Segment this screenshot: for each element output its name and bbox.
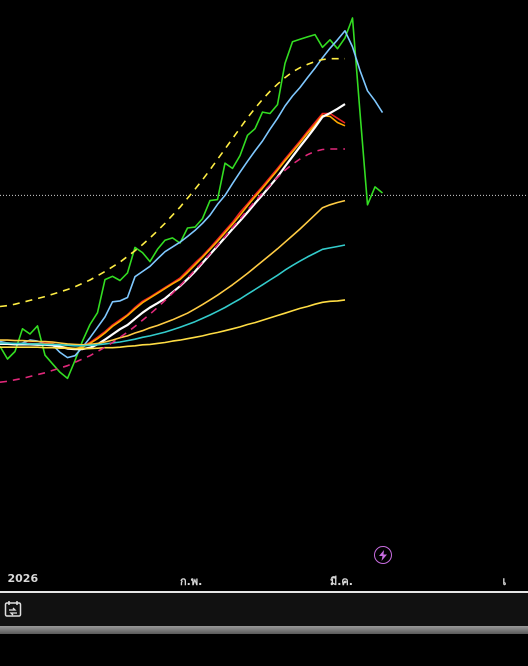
chart-area[interactable]: 2026 ก.พ. มี.ค. เ: [0, 0, 528, 588]
series-line-6: [0, 199, 346, 346]
chart-plot: [0, 17, 528, 383]
series-line-10: [0, 148, 345, 383]
series-line-9: [0, 57, 345, 308]
x-tick-label: ก.พ.: [180, 575, 203, 588]
series-line-4: [0, 114, 346, 350]
bottom-toolbar: [0, 593, 528, 626]
series-line-8: [0, 299, 346, 350]
series-line-3: [0, 112, 346, 350]
x-tick-label: มี.ค.: [330, 575, 353, 588]
series-line-2: [0, 29, 384, 359]
bottom-panel: [0, 634, 528, 666]
divider: [0, 591, 528, 593]
calendar-sync-icon: [4, 601, 22, 617]
x-tick-label: 2026: [7, 572, 39, 585]
series-line-7: [0, 244, 346, 347]
lightning-icon: [379, 549, 387, 561]
series-line-5: [0, 103, 346, 351]
lightning-icon-button[interactable]: [374, 546, 392, 564]
calendar-sync-button[interactable]: [4, 600, 24, 619]
series-line-1: [0, 17, 384, 380]
panel-divider[interactable]: [0, 626, 528, 634]
x-tick-label: เ: [502, 575, 507, 588]
